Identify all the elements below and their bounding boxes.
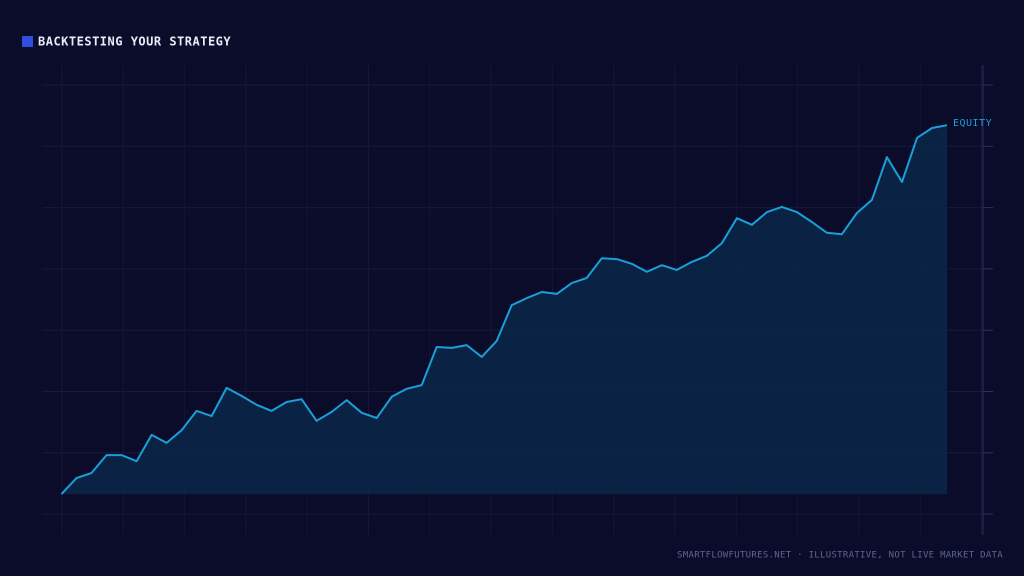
legend-square (22, 36, 33, 47)
equity-area (61, 125, 947, 495)
footer-note: SMARTFLOWFUTURES.NET · ILLUSTRATIVE, NOT… (677, 551, 1003, 561)
chart-title: BACKTESTING YOUR STRATEGY (38, 35, 231, 49)
equity-line (60, 124, 948, 495)
series-label: EQUITY (953, 118, 992, 129)
